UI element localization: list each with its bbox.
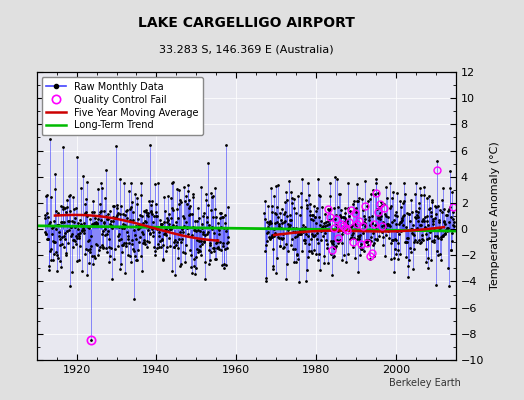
Legend: Raw Monthly Data, Quality Control Fail, Five Year Moving Average, Long-Term Tren: Raw Monthly Data, Quality Control Fail, … [41,77,203,135]
Text: LAKE CARGELLIGO AIRPORT: LAKE CARGELLIGO AIRPORT [138,16,355,30]
Text: Berkeley Earth: Berkeley Earth [389,378,461,388]
Y-axis label: Temperature Anomaly (°C): Temperature Anomaly (°C) [489,142,500,290]
Text: 33.283 S, 146.369 E (Australia): 33.283 S, 146.369 E (Australia) [159,44,334,54]
